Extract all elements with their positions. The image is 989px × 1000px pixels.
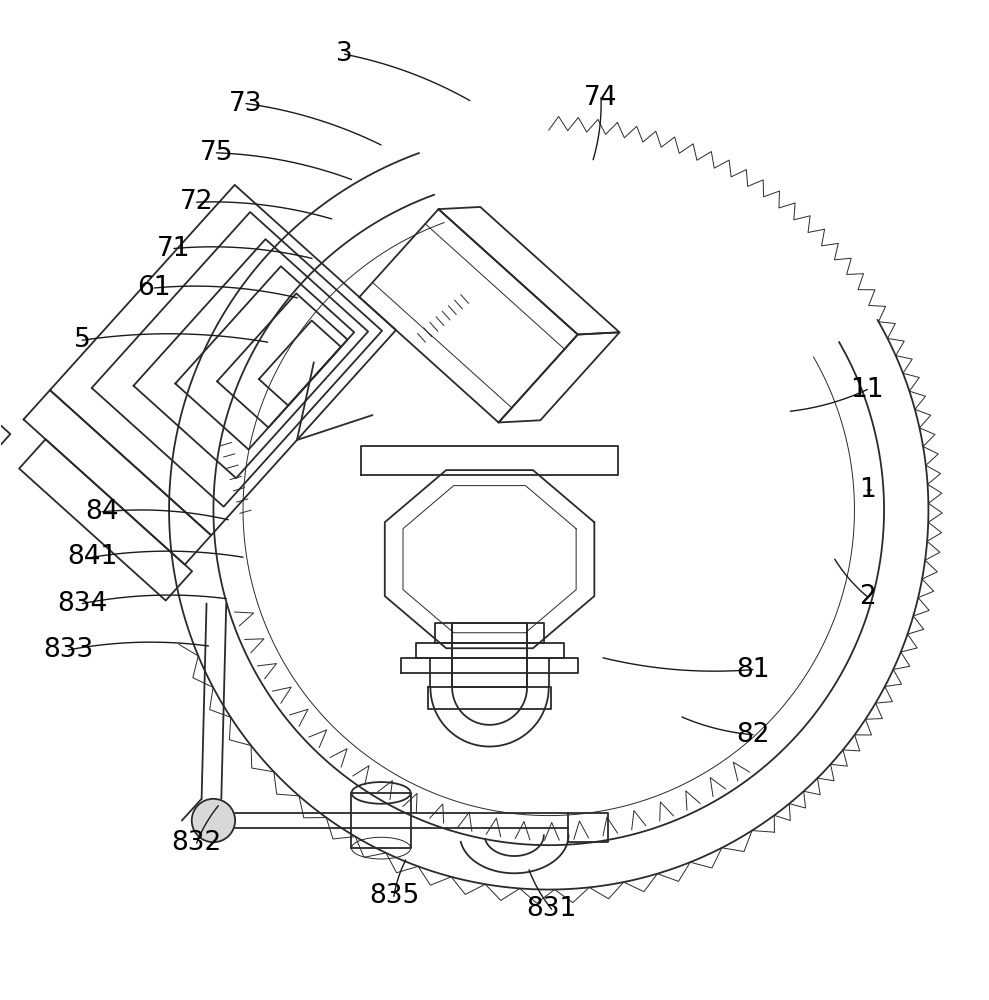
Text: 834: 834 — [57, 591, 108, 617]
Text: 3: 3 — [336, 41, 353, 67]
Text: 5: 5 — [74, 327, 91, 353]
Text: 84: 84 — [85, 499, 119, 525]
Text: 832: 832 — [171, 830, 222, 856]
Text: 11: 11 — [851, 377, 884, 403]
Text: 2: 2 — [858, 584, 875, 610]
Text: 1: 1 — [858, 477, 875, 503]
Text: 831: 831 — [526, 896, 577, 922]
Text: 841: 841 — [67, 544, 118, 570]
Text: 833: 833 — [44, 637, 94, 663]
Text: 61: 61 — [137, 275, 171, 301]
Circle shape — [192, 799, 235, 842]
Text: 835: 835 — [369, 883, 419, 909]
Text: 74: 74 — [584, 85, 618, 111]
Text: 71: 71 — [157, 236, 191, 262]
Text: 81: 81 — [736, 657, 769, 683]
Text: 75: 75 — [200, 140, 233, 166]
Text: 73: 73 — [229, 91, 263, 117]
Text: 72: 72 — [180, 189, 214, 215]
Text: 82: 82 — [736, 722, 769, 748]
